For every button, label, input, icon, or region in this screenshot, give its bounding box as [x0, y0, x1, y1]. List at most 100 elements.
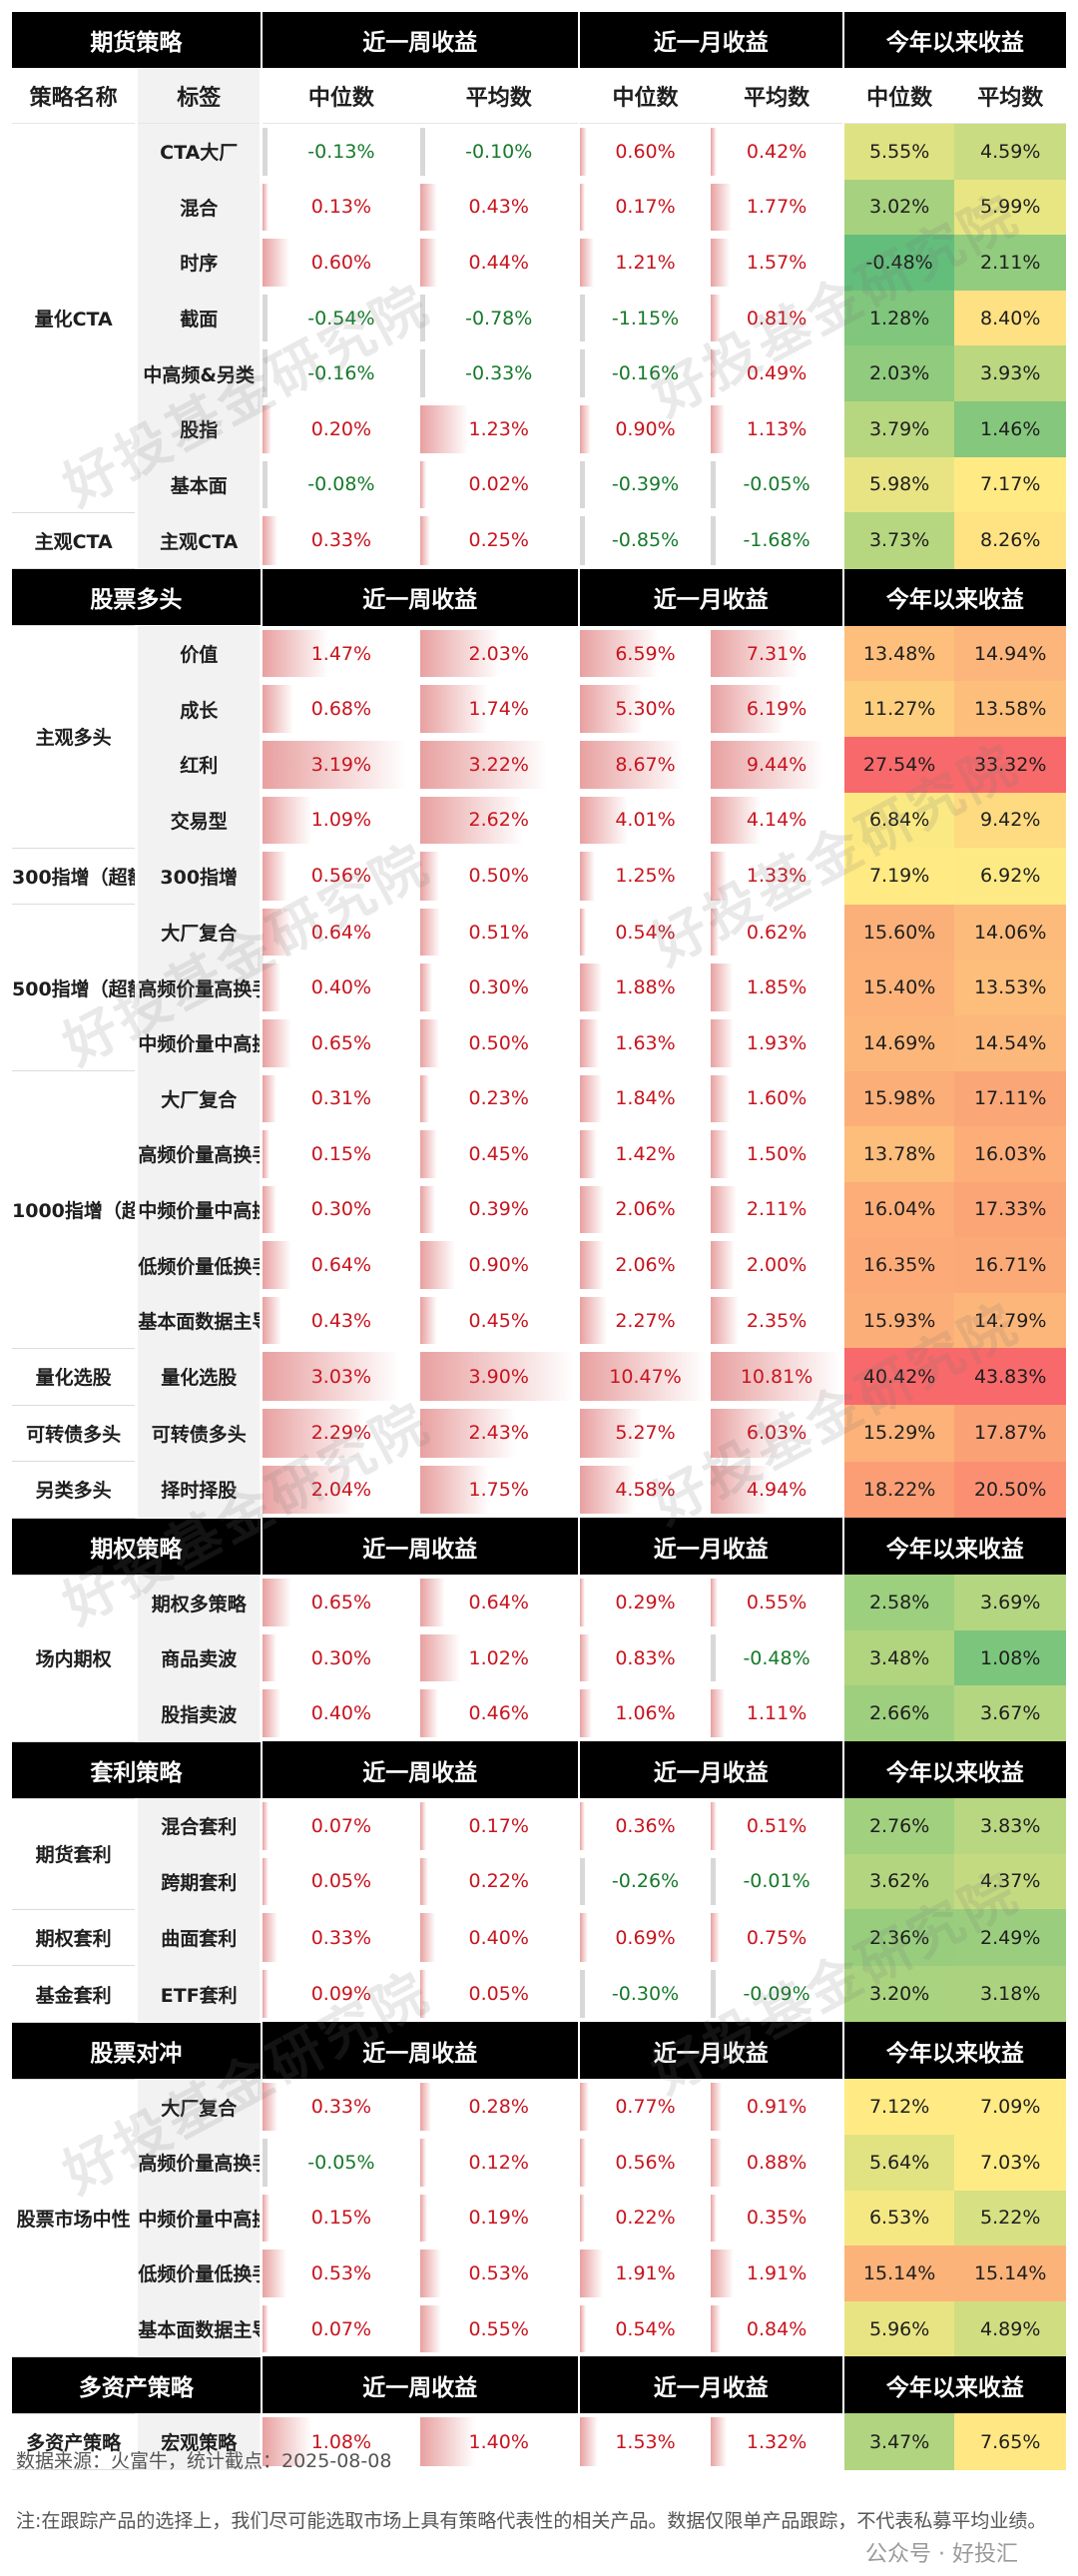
week-mean-cell: -0.33% [419, 345, 580, 401]
value-text: 0.09% [310, 1983, 372, 2006]
value-text: 1.50% [746, 1142, 808, 1165]
month-mean-cell: 0.88% [711, 2135, 844, 2191]
value-text: 0.55% [746, 1592, 808, 1614]
value-text: 1.74% [468, 698, 529, 721]
value-text: -0.54% [307, 307, 375, 329]
value-text: 2.35% [746, 1309, 808, 1332]
week-median-cell: 0.15% [262, 2191, 420, 2247]
week-mean-cell: 1.02% [419, 1629, 580, 1686]
value-text: 7.65% [980, 2430, 1041, 2453]
value-text: 0.17% [615, 196, 676, 219]
table-row: 基本面 -0.08% 0.02% -0.39% -0.05% 5.98% 7.17% [12, 456, 1066, 513]
month-median-cell: 0.56% [579, 2135, 712, 2191]
ytd-mean-cell: 16.71% [954, 1237, 1066, 1293]
value-bar [711, 964, 734, 1011]
month-median-cell: 0.54% [579, 905, 712, 961]
value-bar [711, 1352, 840, 1402]
value-text: 6.84% [868, 809, 930, 832]
week-return-header: 近一周收益 [261, 1518, 580, 1576]
week-median-cell: 0.65% [262, 1015, 420, 1071]
value-bar [579, 2250, 603, 2297]
value-text: 0.43% [468, 196, 529, 219]
week-mean-cell: -0.10% [419, 123, 580, 180]
week-median-cell: 2.29% [262, 1405, 420, 1462]
value-bar [579, 2139, 587, 2187]
value-text: 4.59% [980, 140, 1041, 163]
value-text: 7.12% [868, 2096, 930, 2119]
value-text: 0.90% [468, 1254, 529, 1277]
week-median-cell: 0.30% [262, 1630, 420, 1686]
week-median-cell: -0.13% [262, 124, 420, 180]
table-row: 500指增（超额）大厂复合 0.64% 0.51% 0.54% 0.62% 15.60% 1… [12, 904, 1066, 1071]
ytd-median-cell: 3.02% [842, 179, 955, 236]
month-median-cell: -0.30% [579, 1966, 712, 2023]
table-row: 交易型 1.09% 2.62% 4.01% 4.14% 6.84% 9.42% [12, 792, 1066, 849]
month-mean-cell: -0.01% [711, 1853, 844, 1910]
strategy-group-name: 主观多头 [12, 625, 137, 849]
month-median-cell: 10.47% [579, 1348, 712, 1405]
value-text: 11.27% [862, 698, 936, 721]
month-median-cell: 4.58% [579, 1462, 712, 1519]
value-text: 4.37% [980, 1870, 1041, 1893]
ytd-median-cell: 3.73% [842, 512, 955, 569]
strategy-tag: 低频价量低换手 [135, 1237, 264, 1293]
month-mean-cell: 0.75% [711, 1909, 844, 1966]
value-bar [579, 740, 684, 789]
week-mean-cell: 1.23% [419, 400, 580, 457]
value-text: 7.03% [980, 2151, 1041, 2174]
week-mean-cell: 2.03% [419, 625, 580, 682]
value-bar [419, 1802, 427, 1850]
tag-header: 标签 [135, 68, 264, 124]
month-mean-cell: 1.91% [711, 2246, 844, 2301]
value-bar [579, 2417, 599, 2466]
value-bar [419, 740, 547, 789]
ytd-mean-cell: 8.40% [954, 290, 1066, 346]
month-mean-cell: 4.94% [711, 1461, 844, 1519]
month-median-cell: 1.91% [579, 2246, 712, 2301]
value-bar [579, 183, 585, 232]
value-text: 0.54% [615, 2317, 676, 2340]
value-bar [579, 1802, 585, 1850]
strategy-tag: 商品卖波 [135, 1629, 264, 1686]
month-mean-cell: 0.55% [711, 1575, 844, 1630]
value-bar [711, 128, 717, 176]
value-text: 6.92% [980, 865, 1041, 888]
week-median-cell: 0.09% [262, 1966, 420, 2023]
section-title: 期货策略 [12, 12, 263, 68]
value-text: 1.63% [615, 1031, 676, 1054]
ytd-median-cell: 2.36% [842, 1909, 955, 1966]
month-mean-cell: 0.81% [711, 290, 844, 346]
ytd-median-cell: 6.84% [842, 792, 955, 849]
ytd-median-cell: 13.78% [842, 1126, 955, 1182]
value-bar [579, 1074, 602, 1123]
value-text: -1.15% [611, 307, 680, 329]
value-text: 3.48% [868, 1646, 930, 1669]
month-return-header: 近一月收益 [578, 12, 844, 68]
month-median-cell: 1.63% [579, 1015, 712, 1071]
value-bar [711, 1969, 717, 2019]
value-text: 3.03% [310, 1365, 372, 1388]
week-median-cell: 0.20% [262, 401, 420, 457]
ytd-median-cell: 1.28% [842, 290, 955, 346]
value-text: 1.08% [310, 2430, 372, 2453]
value-bar [711, 908, 719, 957]
table-row: 基本面数据主导 0.07% 0.55% 0.54% 0.84% 5.96% 4.89% [12, 2300, 1066, 2357]
week-mean-cell: 0.12% [419, 2135, 580, 2191]
strategy-tag: 成长 [135, 681, 264, 737]
value-bar [711, 2139, 722, 2187]
ytd-mean-cell: 13.53% [954, 960, 1066, 1015]
value-bar [263, 2417, 311, 2466]
value-text: 3.69% [980, 1592, 1041, 1614]
value-bar [263, 1465, 354, 1515]
table-row: 中频价量中高换手 0.30% 0.39% 2.06% 2.11% 16.04% 17.33% [12, 1181, 1066, 1238]
ytd-mean-cell: 17.33% [954, 1181, 1066, 1238]
strategy-tag: 红利 [135, 736, 264, 793]
value-text: 0.75% [746, 1926, 808, 1949]
ytd-mean-cell: 9.42% [954, 792, 1066, 849]
value-text: 0.23% [468, 1087, 529, 1110]
ytd-mean-cell: 4.59% [954, 123, 1066, 180]
week-median-cell: 0.33% [262, 512, 420, 569]
table-row: 成长 0.68% 1.74% 5.30% 6.19% 11.27% 13.58% [12, 681, 1066, 737]
week-mean-cell: 0.19% [419, 2190, 580, 2247]
week-mean-cell: 0.90% [419, 1237, 580, 1293]
